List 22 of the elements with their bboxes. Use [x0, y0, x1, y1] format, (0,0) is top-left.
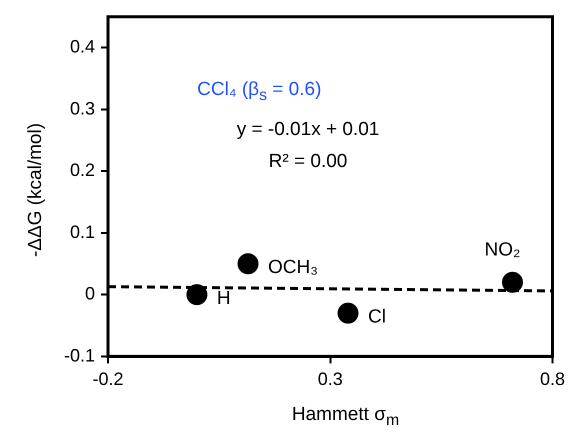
y-axis-title: -ΔΔG (kcal/mol) [25, 122, 47, 258]
annotation: y = -0.01x + 0.01 [236, 119, 380, 140]
x-tick-label: 0.8 [540, 369, 566, 390]
point [238, 253, 259, 274]
y-tick-label: 0.2 [70, 160, 96, 180]
data-label: H [216, 288, 231, 309]
y-tick-label: 0.3 [70, 98, 96, 118]
data-label: Cl [368, 306, 386, 328]
x-axis-title: Hammett σ$_{m}$ [290, 404, 400, 430]
data-label: OCH₃ [268, 257, 318, 278]
y-tick-label: 0.4 [70, 36, 96, 57]
point [186, 284, 208, 306]
x-tick-label: -0.2 [92, 369, 124, 390]
y-tick-label: -0.1 [64, 345, 96, 366]
data-label: NO₂ [484, 240, 520, 261]
point [338, 302, 359, 324]
x-tick-label: 0.3 [318, 369, 343, 390]
y-tick-label: 0 [85, 284, 96, 304]
text: CCl₄ (β$_{s}$ = 0.6) [197, 78, 322, 105]
annotation: R² = 0.00 [268, 151, 348, 172]
y-tick-label: 0.1 [70, 222, 96, 242]
point [502, 272, 523, 293]
